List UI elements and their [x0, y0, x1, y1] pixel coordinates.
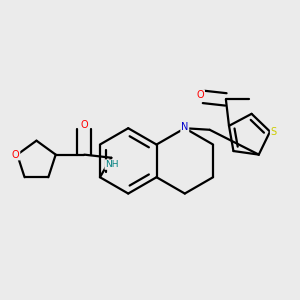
Text: O: O	[196, 90, 204, 100]
Text: S: S	[271, 127, 277, 137]
Text: N: N	[181, 122, 188, 132]
Text: O: O	[80, 120, 88, 130]
Text: O: O	[12, 150, 20, 160]
Text: NH: NH	[105, 160, 119, 169]
